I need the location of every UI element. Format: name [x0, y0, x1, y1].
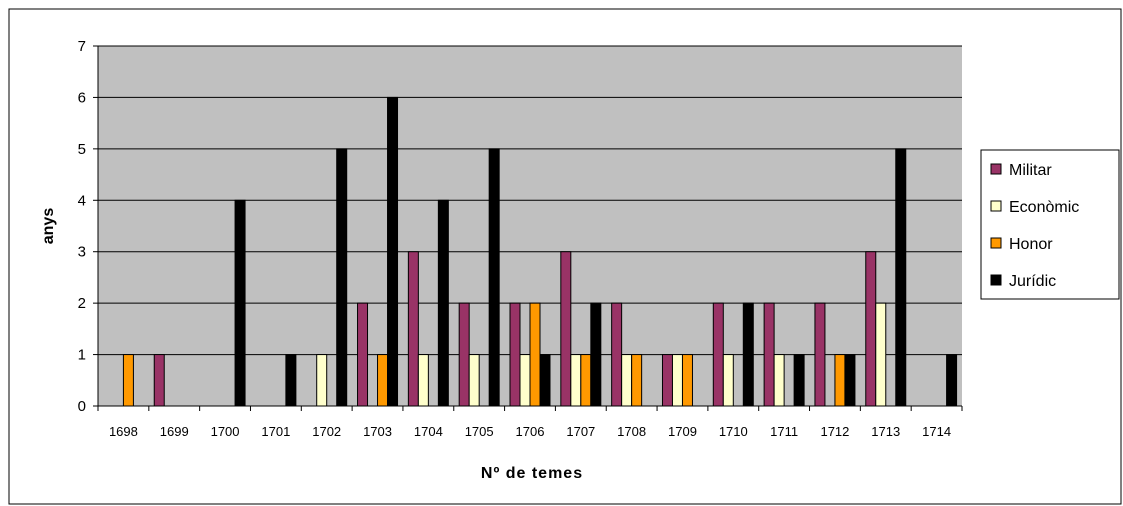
y-tick-label: 5	[78, 141, 86, 158]
bar-honor	[530, 303, 540, 406]
bar-militar	[510, 303, 520, 406]
bar-militar	[561, 252, 571, 406]
legend: Militar Econòmic Honor Jurídic	[981, 150, 1119, 299]
bar-militar	[764, 303, 774, 406]
y-tick-label: 7	[78, 38, 86, 55]
x-tick-label: 1708	[617, 424, 646, 439]
bar-militar	[154, 355, 164, 406]
bar-militar	[866, 252, 876, 406]
bar-jurídic	[794, 355, 804, 406]
bar-econòmic	[774, 355, 784, 406]
x-tick-label: 1700	[211, 424, 240, 439]
x-tick-label: 1702	[312, 424, 341, 439]
bar-econòmic	[571, 355, 581, 406]
bar-militar	[612, 303, 622, 406]
y-tick-label: 6	[78, 89, 86, 106]
x-tick-label: 1701	[261, 424, 290, 439]
bar-jurídic	[591, 303, 601, 406]
x-tick-label: 1704	[414, 424, 443, 439]
x-tick-label: 1713	[871, 424, 900, 439]
x-tick-label: 1707	[566, 424, 595, 439]
bar-jurídic	[540, 355, 550, 406]
bar-militar	[408, 252, 418, 406]
x-tick-label: 1703	[363, 424, 392, 439]
bar-jurídic	[743, 303, 753, 406]
bar-honor	[581, 355, 591, 406]
bar-jurídic	[947, 355, 957, 406]
bar-jurídic	[235, 200, 245, 406]
bar-jurídic	[286, 355, 296, 406]
x-tick-label: 1710	[719, 424, 748, 439]
x-tick-labels: 1698 1699 1700 1701 1702 1703 1704 1705 1706 1707…	[109, 424, 951, 439]
y-tick-label: 2	[78, 295, 86, 312]
bar-honor	[632, 355, 642, 406]
bar-econòmic	[520, 355, 530, 406]
legend-swatch	[991, 275, 1001, 285]
bar-jurídic	[845, 355, 855, 406]
bar-honor	[123, 355, 133, 406]
legend-label: Militar	[1009, 162, 1052, 179]
legend-label: Econòmic	[1009, 199, 1079, 216]
bar-militar	[459, 303, 469, 406]
y-tick-label: 1	[78, 347, 86, 364]
bar-militar	[358, 303, 368, 406]
x-tick-label: 1705	[465, 424, 494, 439]
bar-jurídic	[896, 149, 906, 406]
bar-econòmic	[469, 355, 479, 406]
x-tick-label: 1709	[668, 424, 697, 439]
bar-militar	[662, 355, 672, 406]
x-tick-label: 1706	[516, 424, 545, 439]
legend-label: Honor	[1009, 236, 1053, 253]
bar-militar	[713, 303, 723, 406]
x-axis-title: Nº de temes	[481, 465, 583, 482]
bar-econòmic	[723, 355, 733, 406]
bar-jurídic	[489, 149, 499, 406]
x-tick-label: 1711	[770, 424, 798, 439]
bar-econòmic	[418, 355, 428, 406]
bar-honor	[682, 355, 692, 406]
bar-econòmic	[317, 355, 327, 406]
legend-swatch	[991, 201, 1001, 211]
legend-swatch	[991, 238, 1001, 248]
bar-militar	[815, 303, 825, 406]
y-tick-label: 3	[78, 244, 86, 261]
y-axis-title: anys	[40, 208, 57, 245]
bar-econòmic	[672, 355, 682, 406]
bar-honor	[835, 355, 845, 406]
bar-honor	[378, 355, 388, 406]
x-tick-label: 1712	[820, 424, 849, 439]
y-tick-label: 4	[78, 192, 86, 209]
bar-econòmic	[876, 303, 886, 406]
x-tick-label: 1699	[160, 424, 189, 439]
y-tick-label: 0	[78, 398, 86, 415]
x-tick-label: 1714	[922, 424, 951, 439]
legend-label: Jurídic	[1009, 273, 1056, 290]
x-tick-label: 1698	[109, 424, 138, 439]
bar-econòmic	[622, 355, 632, 406]
bar-jurídic	[438, 200, 448, 406]
bar-jurídic	[337, 149, 347, 406]
bar-jurídic	[388, 97, 398, 406]
legend-swatch	[991, 164, 1001, 174]
